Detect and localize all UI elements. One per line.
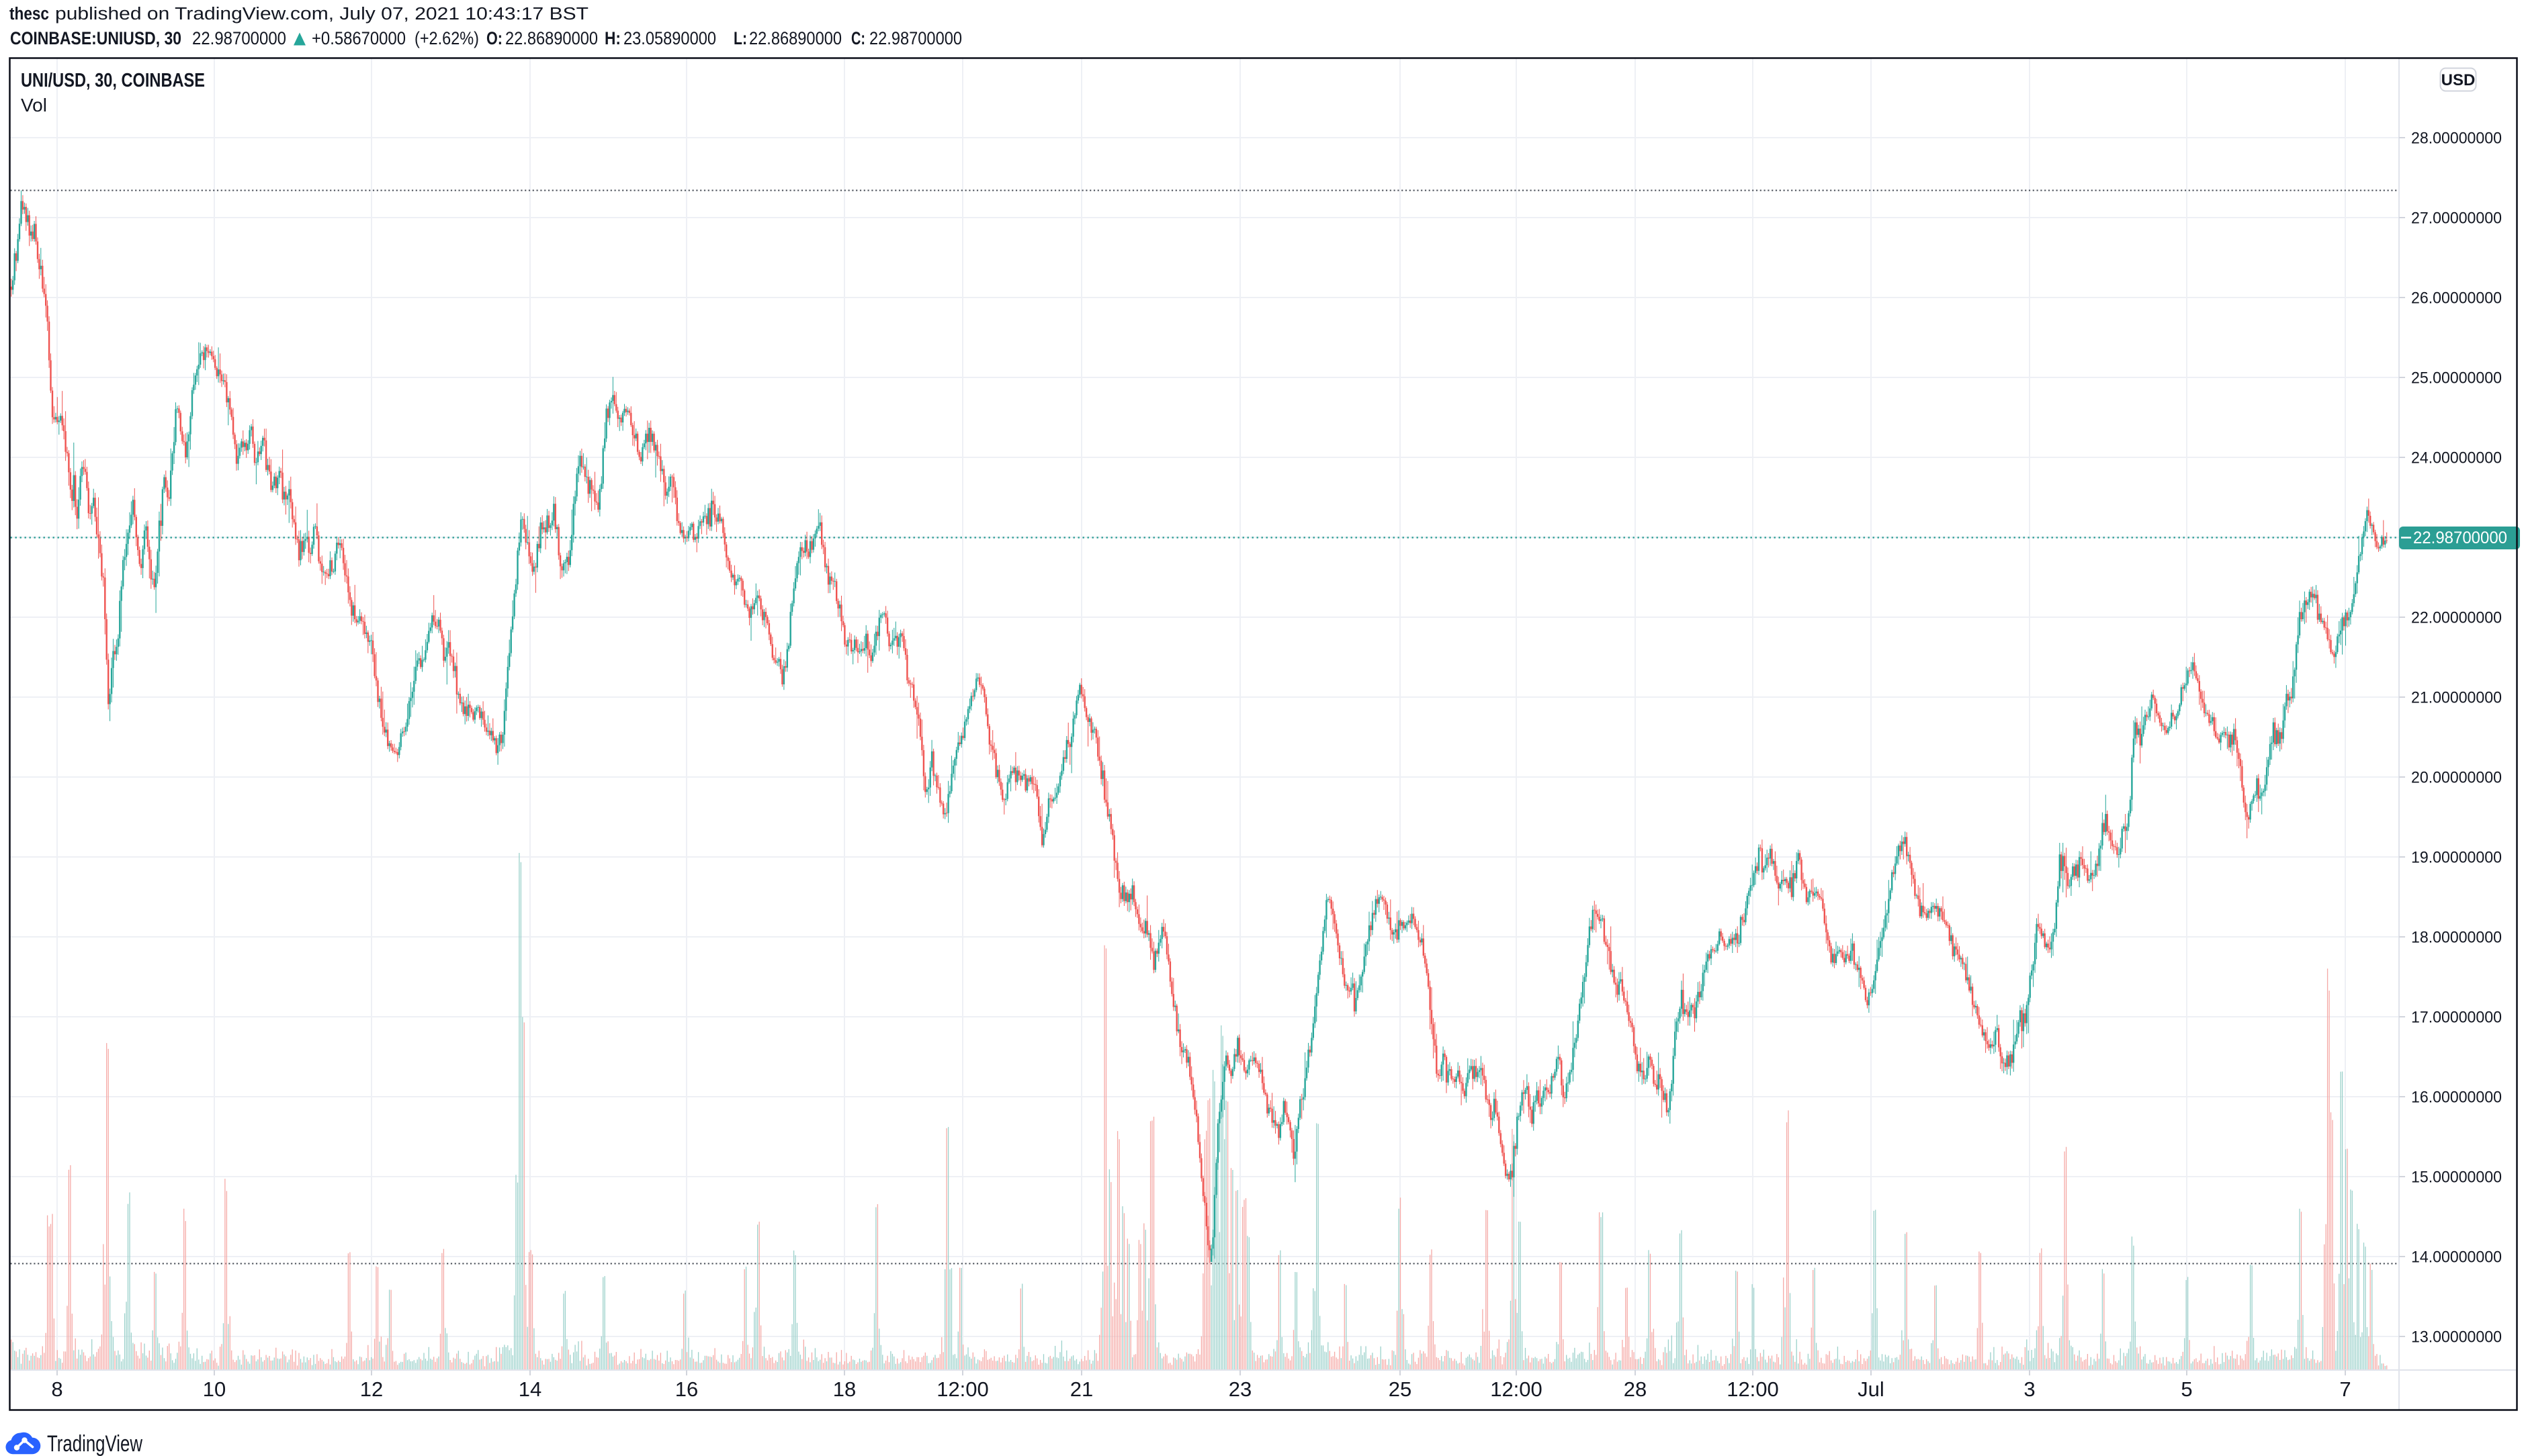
svg-text:5: 5 [2181, 1377, 2192, 1401]
svg-text:28.00000000: 28.00000000 [2411, 130, 2502, 148]
svg-text:8: 8 [51, 1377, 62, 1401]
svg-text:22.98700000: 22.98700000 [192, 28, 286, 48]
svg-text:thesc: thesc [9, 5, 49, 24]
svg-text:12:00: 12:00 [1727, 1377, 1779, 1401]
svg-text:H:: H: [605, 28, 621, 48]
svg-text:12:00: 12:00 [1490, 1377, 1542, 1401]
svg-text:21.00000000: 21.00000000 [2411, 689, 2502, 707]
svg-text:published on TradingView.com,: published on TradingView.com, July 07, 2… [55, 5, 589, 24]
svg-text:12: 12 [360, 1377, 383, 1401]
svg-text:O:: O: [486, 28, 503, 48]
svg-text:24.00000000: 24.00000000 [2411, 449, 2502, 467]
svg-text:TradingView: TradingView [47, 1431, 142, 1456]
svg-text:14.00000000: 14.00000000 [2411, 1248, 2502, 1267]
svg-text:28: 28 [1624, 1377, 1647, 1401]
svg-text:22.98700000: 22.98700000 [2413, 529, 2507, 547]
svg-text:22.00000000: 22.00000000 [2411, 609, 2502, 627]
svg-text:22.98700000: 22.98700000 [869, 28, 962, 48]
svg-text:Jul: Jul [1858, 1377, 1884, 1401]
svg-text:UNI/USD, 30, COINBASE: UNI/USD, 30, COINBASE [21, 70, 205, 91]
svg-text:20.00000000: 20.00000000 [2411, 769, 2502, 787]
svg-text:18.00000000: 18.00000000 [2411, 929, 2502, 947]
svg-text:25: 25 [1389, 1377, 1411, 1401]
svg-text:25.00000000: 25.00000000 [2411, 369, 2502, 388]
svg-text:15.00000000: 15.00000000 [2411, 1169, 2502, 1187]
svg-text:7: 7 [2339, 1377, 2351, 1401]
svg-text:C:: C: [851, 28, 865, 48]
svg-text:(+2.62%): (+2.62%) [415, 28, 479, 48]
svg-text:+0.58670000: +0.58670000 [312, 28, 406, 48]
svg-text:16: 16 [675, 1377, 698, 1401]
svg-text:16.00000000: 16.00000000 [2411, 1089, 2502, 1107]
svg-text:23: 23 [1229, 1377, 1252, 1401]
svg-text:COINBASE:UNIUSD, 30: COINBASE:UNIUSD, 30 [10, 28, 181, 48]
svg-text:L:: L: [734, 28, 747, 48]
svg-text:22.86890000: 22.86890000 [505, 28, 598, 48]
svg-text:23.05890000: 23.05890000 [623, 28, 716, 48]
svg-text:21: 21 [1070, 1377, 1093, 1401]
svg-text:18: 18 [833, 1377, 856, 1401]
svg-text:22.86890000: 22.86890000 [749, 28, 842, 48]
svg-text:3: 3 [2023, 1377, 2035, 1401]
svg-text:12:00: 12:00 [937, 1377, 989, 1401]
svg-text:17.00000000: 17.00000000 [2411, 1009, 2502, 1027]
svg-text:USD: USD [2441, 71, 2476, 89]
svg-text:19.00000000: 19.00000000 [2411, 849, 2502, 867]
svg-text:10: 10 [203, 1377, 226, 1401]
svg-text:27.00000000: 27.00000000 [2411, 210, 2502, 228]
svg-text:Vol: Vol [21, 95, 47, 116]
svg-text:14: 14 [519, 1377, 541, 1401]
svg-text:13.00000000: 13.00000000 [2411, 1328, 2502, 1347]
svg-text:26.00000000: 26.00000000 [2411, 289, 2502, 308]
